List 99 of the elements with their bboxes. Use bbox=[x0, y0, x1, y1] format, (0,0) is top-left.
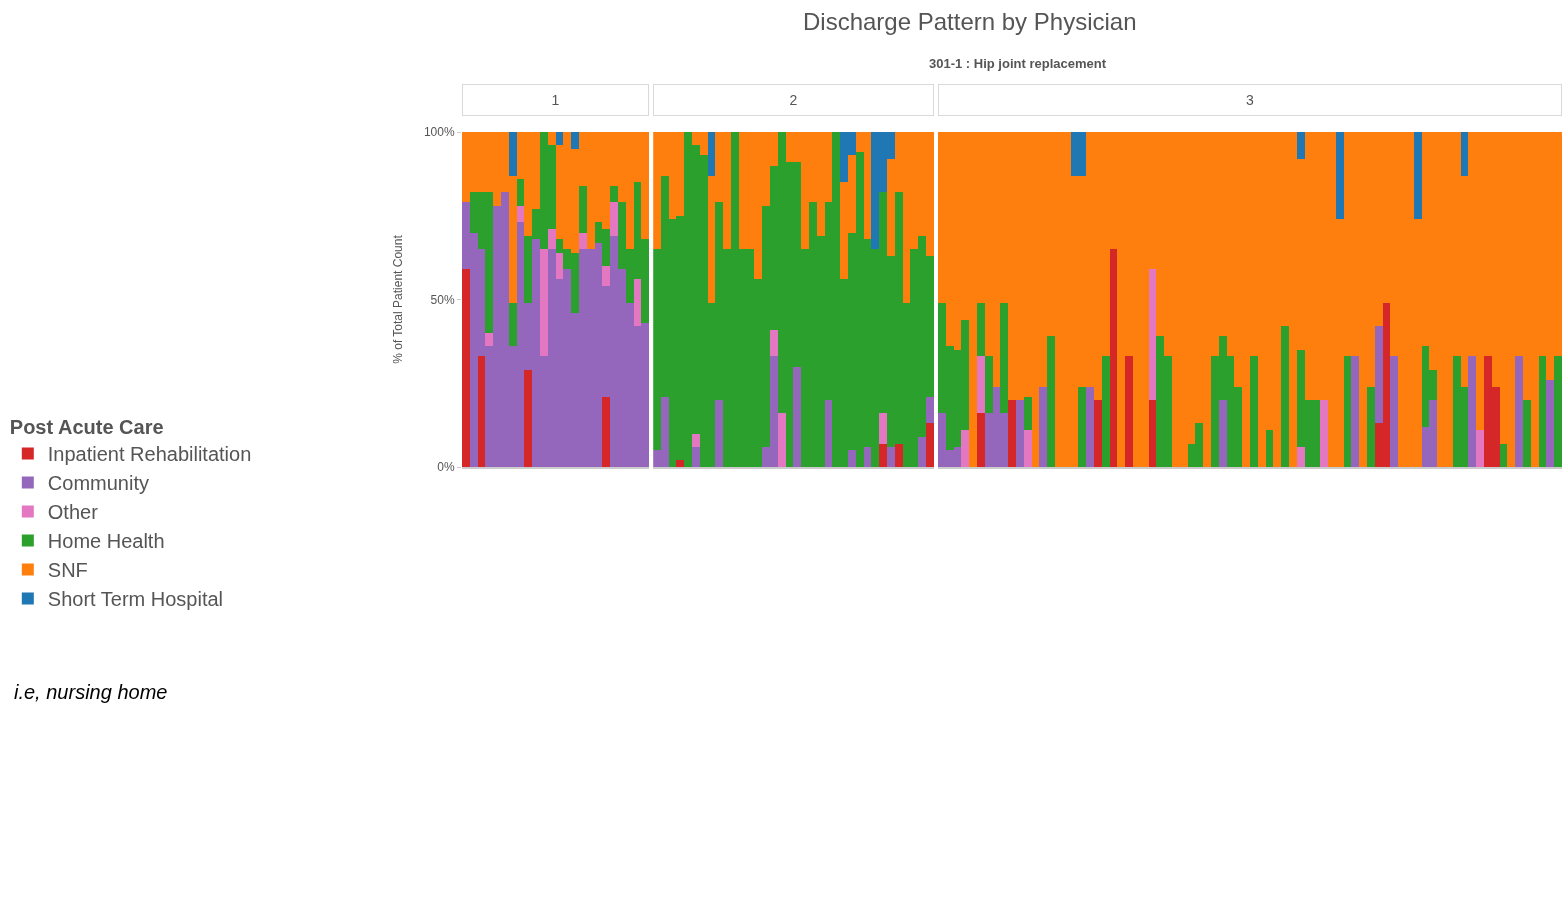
bar bbox=[602, 397, 610, 467]
bar bbox=[676, 460, 685, 467]
bar bbox=[1320, 400, 1328, 467]
bar bbox=[887, 447, 896, 467]
bar bbox=[1554, 356, 1562, 467]
bar bbox=[517, 179, 524, 206]
bar bbox=[524, 370, 532, 467]
bar bbox=[1024, 430, 1032, 467]
bar bbox=[1266, 430, 1273, 467]
bar bbox=[1149, 400, 1156, 467]
bar bbox=[1078, 387, 1086, 467]
bar bbox=[1351, 356, 1359, 467]
bar bbox=[1461, 132, 1468, 176]
bar bbox=[926, 423, 934, 467]
bar bbox=[985, 356, 993, 413]
bar bbox=[1008, 400, 1016, 467]
bar bbox=[602, 266, 610, 286]
bar bbox=[1297, 447, 1305, 467]
bar bbox=[961, 430, 969, 467]
bar bbox=[692, 434, 701, 447]
bar bbox=[579, 233, 587, 249]
bar bbox=[1024, 397, 1032, 430]
bar bbox=[1102, 356, 1110, 467]
y-tick-label: 50% bbox=[430, 292, 455, 307]
bar bbox=[708, 132, 716, 176]
bar bbox=[926, 397, 934, 423]
chart-title: 2 bbox=[789, 92, 798, 108]
bar bbox=[579, 186, 587, 233]
bar bbox=[509, 132, 517, 176]
bar bbox=[1219, 400, 1227, 467]
bar bbox=[548, 132, 556, 145]
bar bbox=[918, 437, 927, 467]
bar bbox=[556, 132, 563, 145]
bar bbox=[1125, 356, 1133, 467]
bar bbox=[1539, 356, 1546, 467]
bar bbox=[977, 413, 985, 467]
bar bbox=[517, 206, 524, 222]
bar bbox=[1250, 356, 1258, 467]
bar bbox=[977, 303, 985, 356]
bar bbox=[1336, 132, 1344, 219]
bar bbox=[879, 413, 888, 444]
y-axis-title: % of Total Patient Count bbox=[391, 234, 406, 364]
legend-label: SNF bbox=[47, 559, 88, 582]
bar bbox=[634, 279, 641, 326]
bar bbox=[556, 253, 563, 279]
bar bbox=[1500, 444, 1507, 467]
bar bbox=[478, 356, 485, 467]
text: Discharge Pattern by Physician bbox=[803, 8, 1137, 35]
bar bbox=[1086, 387, 1094, 467]
bar bbox=[548, 229, 556, 249]
legend-label: Other bbox=[47, 501, 99, 524]
bar bbox=[864, 447, 872, 467]
bar bbox=[1016, 400, 1024, 467]
text: i.e, nursing home bbox=[14, 681, 168, 703]
bar bbox=[1375, 326, 1383, 423]
y-tick-label: 0% bbox=[437, 460, 455, 475]
legend-label: Community bbox=[47, 472, 149, 495]
bar bbox=[571, 132, 579, 149]
bar bbox=[1094, 400, 1102, 467]
text: 301-1 : Hip joint replacement bbox=[929, 56, 1107, 71]
bar bbox=[770, 330, 779, 356]
chart-title: 3 bbox=[1246, 92, 1254, 108]
bar bbox=[509, 303, 517, 346]
bar bbox=[1515, 356, 1523, 467]
bar bbox=[610, 186, 618, 202]
bar bbox=[610, 202, 618, 236]
legend-label: Short Term Hospital bbox=[47, 588, 224, 611]
bar bbox=[485, 333, 493, 346]
bar bbox=[1297, 132, 1305, 159]
y-tick-label: 100% bbox=[423, 125, 455, 140]
bar bbox=[825, 400, 833, 467]
bar bbox=[1414, 132, 1422, 219]
bar bbox=[462, 269, 470, 467]
bar bbox=[848, 450, 857, 467]
bar bbox=[778, 413, 787, 467]
bar bbox=[1546, 380, 1554, 467]
bar bbox=[895, 444, 904, 467]
bar bbox=[1149, 269, 1156, 400]
bar bbox=[1047, 336, 1055, 467]
legend-label: Inpatient Rehabilitation bbox=[47, 443, 252, 466]
bar bbox=[879, 444, 888, 467]
bar bbox=[1476, 430, 1484, 467]
bar bbox=[977, 356, 985, 413]
bar bbox=[1390, 356, 1398, 467]
bar bbox=[793, 367, 802, 467]
bar bbox=[1039, 387, 1047, 467]
bar bbox=[1523, 400, 1531, 467]
bar bbox=[1000, 303, 1008, 413]
bar bbox=[692, 447, 701, 467]
bar bbox=[1344, 356, 1351, 467]
legend-title: Post Acute Care bbox=[9, 416, 164, 438]
bar bbox=[1468, 356, 1476, 467]
bar bbox=[1367, 387, 1375, 467]
bar bbox=[540, 249, 548, 356]
bar bbox=[1281, 326, 1289, 467]
chart-title: 1 bbox=[551, 92, 560, 108]
legend-label: Home Health bbox=[47, 530, 165, 553]
bar bbox=[1110, 249, 1117, 467]
bar bbox=[715, 400, 724, 467]
